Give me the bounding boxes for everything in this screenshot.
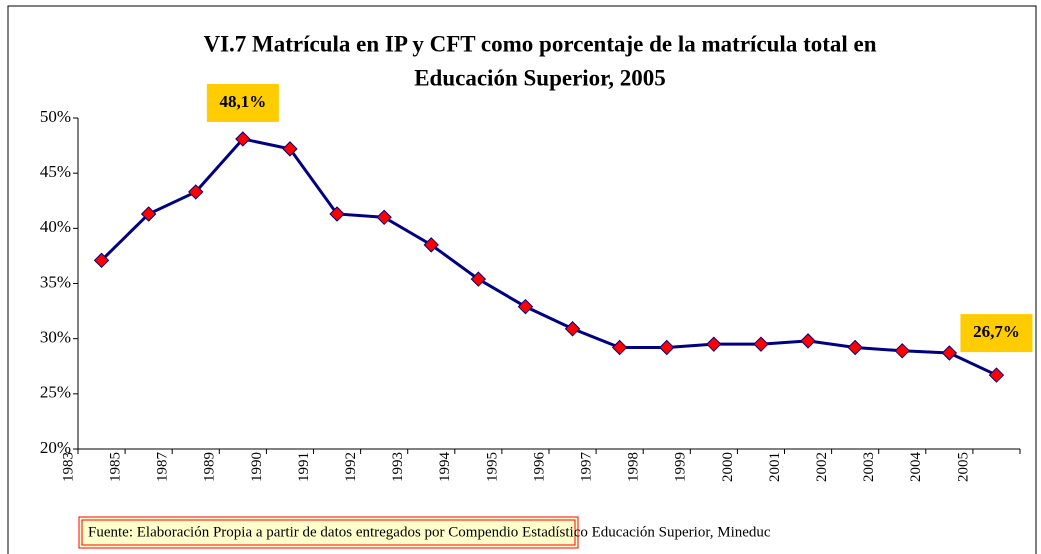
marker xyxy=(894,343,910,359)
marker xyxy=(329,206,345,222)
data-label: 48,1% xyxy=(219,92,266,111)
x-tick-label: 2003 xyxy=(861,452,877,482)
y-tick-label: 50% xyxy=(40,107,71,126)
x-tick-label: 1987 xyxy=(155,452,171,483)
y-tick-label: 40% xyxy=(40,217,71,236)
chart-border xyxy=(7,5,1037,554)
y-tick-label: 35% xyxy=(40,272,71,291)
y-tick-label: 25% xyxy=(40,383,71,402)
y-tick-label: 20% xyxy=(40,438,71,457)
marker xyxy=(988,367,1005,383)
marker xyxy=(470,271,487,287)
marker xyxy=(611,339,628,356)
data-label-box xyxy=(206,83,279,122)
x-tick-label: 1999 xyxy=(673,452,689,482)
x-tick-label: 1997 xyxy=(579,452,595,483)
chart-title: VI.7 Matrícula en IP y CFT como porcenta… xyxy=(203,31,876,56)
x-tick-label: 1983 xyxy=(60,452,76,482)
x-tick-label: 1998 xyxy=(626,452,642,482)
marker xyxy=(93,252,110,269)
x-tick-label: 1994 xyxy=(437,452,453,483)
x-tick-label: 1991 xyxy=(296,452,312,482)
x-tick-label: 2002 xyxy=(814,452,830,482)
marker xyxy=(753,336,769,352)
x-tick-label: 2005 xyxy=(955,452,971,482)
data-label-box xyxy=(960,314,1033,353)
marker xyxy=(847,339,863,356)
data-label: 26,7% xyxy=(973,322,1020,341)
marker xyxy=(941,345,958,361)
marker xyxy=(659,339,675,356)
source-note: Fuente: Elaboración Propia a partir de d… xyxy=(88,524,771,540)
x-tick-label: 2004 xyxy=(908,452,924,483)
marker xyxy=(282,141,298,157)
marker xyxy=(517,298,534,315)
chart-title: Educación Superior, 2005 xyxy=(414,65,666,90)
marker xyxy=(235,131,251,147)
y-tick-label: 30% xyxy=(40,328,71,347)
x-tick-label: 1985 xyxy=(108,452,124,482)
marker xyxy=(140,206,157,222)
marker xyxy=(188,184,204,200)
x-tick-label: 1993 xyxy=(390,452,406,482)
x-tick-label: 1996 xyxy=(531,452,547,483)
y-tick-label: 45% xyxy=(40,162,71,181)
marker xyxy=(706,336,722,352)
x-tick-label: 2000 xyxy=(720,452,736,482)
marker xyxy=(564,321,581,337)
marker xyxy=(376,209,392,226)
source-box-inner xyxy=(81,519,576,546)
x-tick-label: 1989 xyxy=(202,452,218,482)
series-line xyxy=(100,137,998,377)
x-tick-label: 1990 xyxy=(249,452,265,482)
marker xyxy=(800,333,816,349)
x-tick-label: 1995 xyxy=(484,452,500,482)
x-tick-label: 2001 xyxy=(767,452,783,482)
marker xyxy=(423,237,439,253)
x-tick-label: 1992 xyxy=(343,452,359,482)
source-box xyxy=(78,516,579,549)
